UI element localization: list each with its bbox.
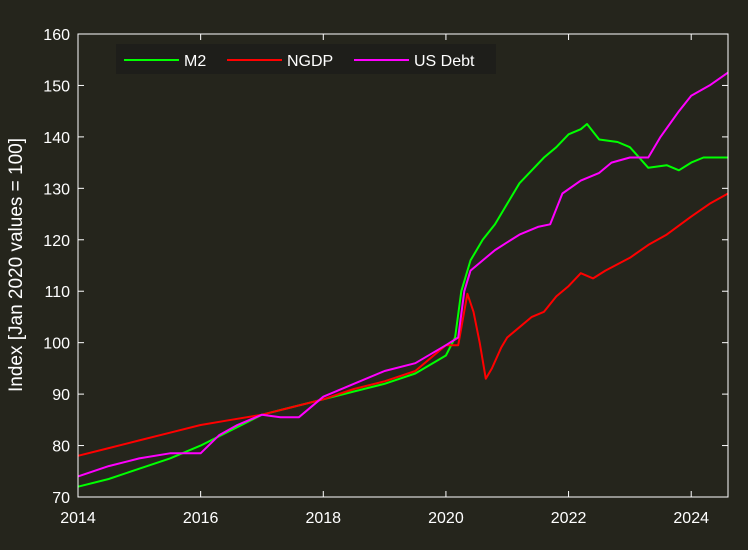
legend-label: M2	[184, 53, 206, 70]
x-tick-label: 2024	[673, 510, 709, 527]
legend-label: NGDP	[287, 53, 333, 70]
y-tick-label: 110	[44, 284, 70, 301]
axes-box	[77, 33, 729, 498]
series-line-us-debt	[77, 71, 729, 478]
x-tick-label: 2022	[551, 510, 587, 527]
y-tick-label: 140	[43, 130, 70, 147]
legend-box	[116, 44, 496, 74]
legend-label: US Debt	[414, 53, 475, 70]
series-line-ngdp	[77, 192, 729, 457]
x-tick-label: 2014	[60, 510, 96, 527]
legend: M2 NGDP US Debt	[116, 44, 496, 74]
x-tick-label: 2018	[305, 510, 341, 527]
y-tick-label: 160	[43, 27, 70, 44]
plot-area	[78, 34, 728, 497]
y-tick-label: 70	[52, 490, 70, 507]
y-tick-label: 100	[43, 336, 70, 353]
y-tick-label: 120	[43, 233, 70, 250]
y-tick-label: 130	[43, 181, 70, 198]
axes-group	[77, 33, 729, 498]
x-tick-label: 2016	[183, 510, 219, 527]
y-tick-label: 150	[43, 78, 70, 95]
series-group	[77, 71, 729, 488]
y-tick-label: 80	[52, 439, 70, 456]
y-tick-label: 90	[52, 387, 70, 404]
y-axis-label: Index [Jan 2020 values = 100]	[6, 138, 27, 392]
x-tick-label: 2020	[428, 510, 464, 527]
tick-group: 2014 2016 2018 2020 2022 2024 70 80 90 100 110 120 1…	[43, 27, 728, 527]
